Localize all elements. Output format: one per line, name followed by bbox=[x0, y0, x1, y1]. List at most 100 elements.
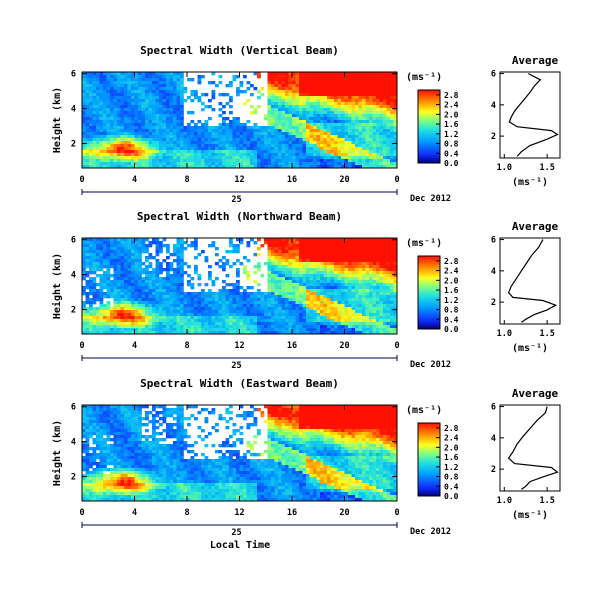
heatmap-cell bbox=[337, 304, 342, 308]
heatmap-cell bbox=[323, 102, 328, 106]
heatmap-cell bbox=[85, 316, 90, 320]
heatmap-cell bbox=[246, 156, 251, 160]
heatmap-cell bbox=[362, 301, 366, 305]
heatmap-cell bbox=[152, 313, 156, 317]
heatmap-cell bbox=[292, 265, 296, 269]
heatmap-cell bbox=[180, 120, 184, 124]
heatmap-cell bbox=[211, 304, 216, 308]
heatmap-cell bbox=[320, 141, 324, 145]
heatmap-cell bbox=[211, 307, 216, 311]
heatmap-cell bbox=[281, 280, 286, 284]
heatmap-cell bbox=[274, 87, 279, 91]
heatmap-cell bbox=[159, 313, 163, 317]
heatmap-cell bbox=[344, 310, 349, 314]
heatmap-cell bbox=[369, 162, 373, 166]
heatmap-cell bbox=[379, 72, 384, 76]
heatmap-cell bbox=[299, 93, 303, 97]
heatmap-cell bbox=[141, 286, 146, 290]
heatmap-cell bbox=[299, 159, 303, 163]
heatmap-cell bbox=[313, 90, 317, 94]
heatmap-cell bbox=[82, 250, 86, 254]
heatmap-cell bbox=[145, 75, 149, 79]
heatmap-cell bbox=[211, 141, 216, 145]
heatmap-cell bbox=[341, 238, 345, 242]
heatmap-cell bbox=[327, 132, 331, 136]
heatmap-cell bbox=[85, 250, 90, 254]
heatmap-cell bbox=[334, 90, 338, 94]
heatmap-cell bbox=[120, 108, 125, 112]
heatmap-cell bbox=[120, 153, 125, 157]
heatmap-cell bbox=[337, 78, 342, 82]
heatmap-cell bbox=[383, 93, 387, 97]
heatmap-cell bbox=[131, 310, 135, 314]
heatmap-cell bbox=[278, 319, 282, 323]
heatmap-cell bbox=[155, 135, 160, 139]
heatmap-cell bbox=[166, 301, 170, 305]
heatmap-cell bbox=[358, 87, 363, 91]
heatmap-cell bbox=[176, 156, 181, 160]
heatmap-cell bbox=[103, 114, 107, 118]
heatmap-cell bbox=[229, 84, 233, 88]
heatmap-cell bbox=[313, 105, 317, 109]
heatmap-cell bbox=[316, 165, 321, 169]
heatmap-cell bbox=[313, 141, 317, 145]
heatmap-cell bbox=[383, 159, 387, 163]
heatmap-cell bbox=[169, 90, 174, 94]
heatmap-cell bbox=[236, 322, 240, 326]
heatmap-cell bbox=[295, 286, 300, 290]
heatmap-cell bbox=[117, 244, 121, 248]
heatmap-cell bbox=[229, 141, 233, 145]
heatmap-cell bbox=[292, 262, 296, 266]
heatmap-cell bbox=[351, 277, 356, 281]
heatmap-cell bbox=[306, 307, 310, 311]
heatmap-cell bbox=[344, 250, 349, 254]
heatmap-cell bbox=[106, 289, 111, 293]
heatmap-cell bbox=[330, 256, 335, 260]
heatmap-cell bbox=[299, 238, 303, 242]
heatmap-cell bbox=[92, 147, 97, 151]
heatmap-cell bbox=[379, 298, 384, 302]
heatmap-cell bbox=[271, 159, 275, 163]
heatmap-cell bbox=[337, 262, 342, 266]
heatmap-cell bbox=[253, 253, 258, 257]
heatmap-cell bbox=[337, 301, 342, 305]
heatmap-cell bbox=[362, 244, 366, 248]
heatmap-cell bbox=[155, 75, 160, 79]
heatmap-cell bbox=[246, 138, 251, 142]
heatmap-cell bbox=[243, 75, 247, 79]
heatmap-cell bbox=[96, 108, 100, 112]
heatmap-cell bbox=[246, 99, 251, 103]
heatmap-cell bbox=[348, 102, 352, 106]
heatmap-cell bbox=[292, 328, 296, 332]
heatmap-cell bbox=[152, 105, 156, 109]
heatmap-cell bbox=[229, 241, 233, 245]
heatmap-cell bbox=[239, 286, 244, 290]
heatmap-cell bbox=[229, 325, 233, 329]
heatmap-cell bbox=[313, 289, 317, 293]
heatmap-cell bbox=[285, 90, 289, 94]
heatmap-cell bbox=[271, 328, 275, 332]
heatmap-cell bbox=[85, 280, 90, 284]
heatmap-cell bbox=[176, 117, 181, 121]
heatmap-cell bbox=[288, 247, 293, 251]
heatmap-cell bbox=[358, 153, 363, 157]
heatmap-cell bbox=[253, 241, 258, 245]
heatmap-cell bbox=[211, 319, 216, 323]
heatmap-cell bbox=[124, 81, 128, 85]
heatmap-cell bbox=[96, 253, 100, 257]
heatmap-cell bbox=[341, 81, 345, 85]
heatmap-cell bbox=[117, 325, 121, 329]
heatmap-cell bbox=[208, 304, 212, 308]
heatmap-cell bbox=[341, 75, 345, 79]
heatmap-cell bbox=[141, 280, 146, 284]
y-axis-title: Height (km) bbox=[51, 87, 63, 153]
heatmap-cell bbox=[383, 111, 387, 115]
heatmap-cell bbox=[316, 289, 321, 293]
heatmap-cell bbox=[222, 322, 226, 326]
heatmap-cell bbox=[92, 123, 97, 127]
heatmap-cell bbox=[288, 280, 293, 284]
heatmap-cell bbox=[134, 295, 139, 299]
heatmap-cell bbox=[229, 129, 233, 133]
heatmap-cell bbox=[117, 262, 121, 266]
heatmap-cell bbox=[127, 87, 132, 91]
